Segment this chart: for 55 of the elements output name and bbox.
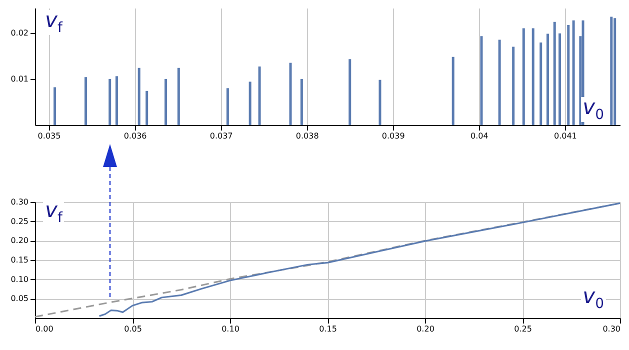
bar	[115, 76, 118, 125]
bar	[300, 78, 303, 125]
bar	[512, 46, 515, 125]
bar	[540, 42, 542, 125]
y-tick-label: 0.01	[10, 74, 28, 84]
x-tick-label: 0.038	[296, 132, 319, 140]
bar	[108, 78, 112, 125]
x-tick-label: 0.25	[514, 324, 532, 334]
bar	[177, 68, 180, 125]
y-tick-label: 0.15	[10, 256, 28, 264]
x-tick-label: 0.036	[124, 132, 147, 140]
y-tick-label: 0.25	[10, 216, 28, 226]
bar	[258, 66, 261, 125]
x-tick-label: 0.05	[124, 324, 142, 334]
x-axis-title: v$_{0}$	[580, 95, 606, 124]
x-tick-label: 0.035	[38, 132, 61, 140]
x-tick-label: 0.20	[416, 324, 434, 334]
bar	[348, 59, 352, 125]
bar	[610, 16, 613, 125]
x-tick-label: 0.00	[36, 324, 54, 334]
y-axis-title: v$_{f}$	[43, 8, 64, 36]
bar	[498, 40, 501, 125]
bar	[289, 62, 292, 125]
y-axis-title: v$_{f}$	[43, 198, 64, 226]
y-tick-label: 0.30	[10, 198, 28, 206]
bar	[138, 68, 140, 125]
bar	[84, 77, 88, 125]
bar	[522, 28, 525, 125]
y-tick-label: 0.02	[10, 28, 28, 38]
x-tick-label: 0.037	[210, 132, 233, 140]
y-tick-label: 0.05	[10, 294, 28, 304]
x-axis-title: v$_{0}$	[580, 284, 606, 312]
bar	[532, 28, 534, 125]
y-tick-label: 0.10	[10, 274, 28, 284]
bar	[452, 56, 454, 125]
x-tick-label: 0.041	[554, 132, 577, 140]
bar	[567, 25, 570, 125]
bar	[378, 80, 382, 125]
bar	[248, 82, 252, 125]
x-tick-label: 0.10	[222, 324, 240, 334]
bar	[226, 88, 229, 125]
bar	[54, 87, 56, 125]
bar	[480, 36, 483, 125]
x-tick-label: 0.04	[470, 132, 488, 140]
bar	[553, 22, 556, 125]
bar	[164, 78, 168, 125]
x-tick-label: 0.30	[602, 324, 620, 334]
y-tick-label: 0.20	[10, 236, 28, 246]
bar	[146, 90, 148, 125]
bar	[558, 33, 562, 125]
x-tick-label: 0.039	[382, 132, 405, 140]
bar	[614, 18, 616, 125]
bar	[546, 34, 549, 125]
x-tick-label: 0.15	[319, 324, 337, 334]
bar	[572, 20, 575, 125]
